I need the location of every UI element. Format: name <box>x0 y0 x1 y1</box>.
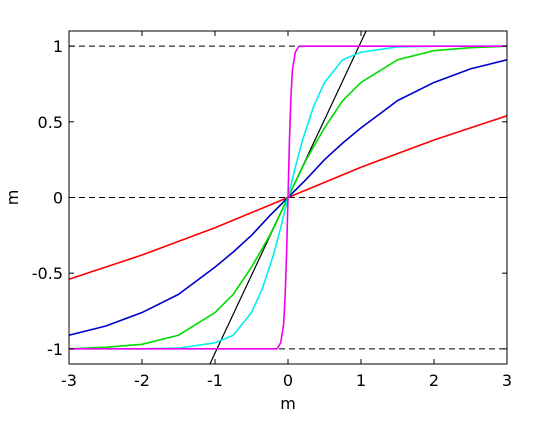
series-lines <box>69 31 507 364</box>
y-tick-label: 1 <box>53 37 63 56</box>
x-tick-label: 0 <box>283 371 293 390</box>
x-tick-label: 2 <box>429 371 439 390</box>
x-tick-label: -2 <box>134 371 150 390</box>
x-tick-label: -3 <box>61 371 77 390</box>
x-tick-label: 1 <box>356 371 366 390</box>
y-tick-label: -1 <box>47 340 63 359</box>
y-tick-label: 0.5 <box>38 113 63 132</box>
x-axis-label: m <box>280 394 296 413</box>
x-tick-label: -1 <box>207 371 223 390</box>
axes: -3 -2 -1 0 1 2 3 -1 -0.5 0 0.5 1 <box>32 30 512 390</box>
y-axis-label: m <box>3 190 22 206</box>
x-tick-label: 3 <box>502 371 512 390</box>
y-tick-label: -0.5 <box>32 264 63 283</box>
series-line-5 <box>69 45 507 350</box>
y-tick-label: 0 <box>53 189 63 208</box>
